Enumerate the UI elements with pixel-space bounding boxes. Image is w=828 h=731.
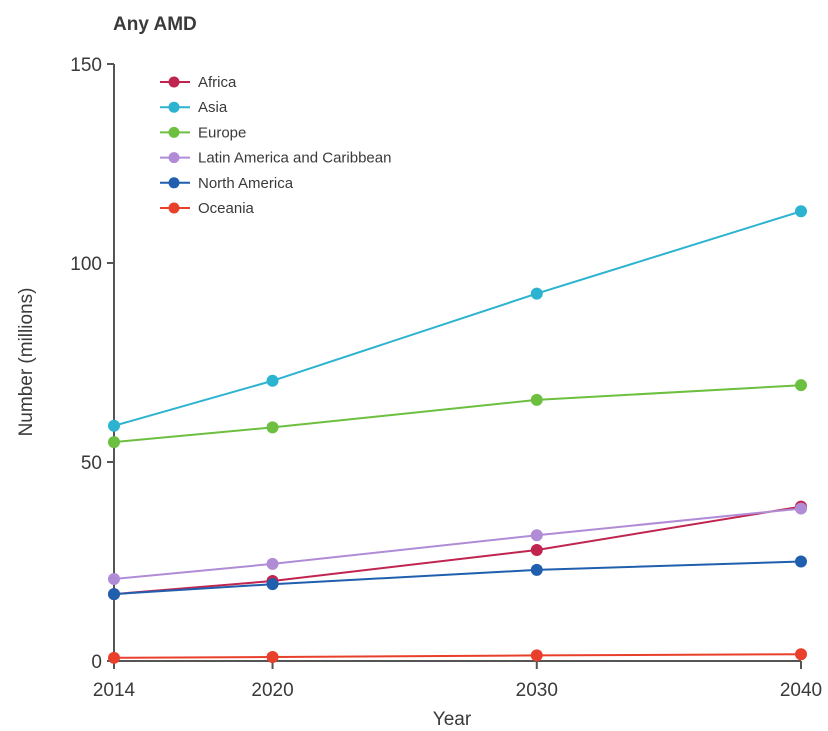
legend-swatch-marker	[168, 202, 180, 214]
data-point	[108, 588, 120, 601]
y-tick-label: 0	[91, 652, 102, 673]
data-point	[530, 393, 543, 406]
x-tick-label: 2014	[93, 680, 136, 701]
data-point	[108, 436, 120, 449]
series-north-america	[108, 555, 807, 601]
legend-label: Oceania	[198, 200, 255, 217]
y-tick-label: 100	[70, 254, 102, 275]
series-oceania	[108, 648, 807, 664]
legend-swatch-marker	[168, 101, 180, 113]
data-point	[795, 379, 807, 392]
series-line	[113, 507, 802, 580]
data-point	[108, 651, 120, 664]
series-line	[113, 505, 802, 596]
data-point	[266, 421, 279, 434]
series-latin-america-and-caribbean	[108, 502, 807, 586]
series-line	[113, 210, 802, 427]
chart-title: Any AMD	[113, 14, 197, 35]
data-point	[795, 648, 807, 661]
y-tick-label: 50	[81, 453, 102, 474]
legend-label: Asia	[198, 99, 228, 116]
data-point	[266, 578, 279, 591]
series-layer	[108, 205, 807, 664]
series-line	[113, 384, 802, 444]
x-tick-label: 2040	[780, 680, 822, 701]
legend: Africa Asia Europe Latin America and Caribb…	[160, 74, 391, 217]
legend-item: Europe	[160, 124, 246, 141]
y-ticks: 0 50 100 150	[70, 55, 114, 673]
data-point	[530, 543, 543, 556]
series-africa	[108, 500, 807, 601]
data-point	[795, 502, 807, 515]
data-point	[795, 205, 807, 218]
legend-label: Europe	[198, 124, 246, 141]
y-tick-label: 150	[70, 55, 102, 76]
data-point	[266, 374, 279, 387]
series-line	[113, 560, 802, 596]
x-axis-label: Year	[433, 709, 472, 730]
data-point	[530, 563, 543, 576]
data-point	[530, 649, 543, 662]
legend-swatch-marker	[168, 76, 180, 88]
legend-item: Latin America and Caribbean	[160, 150, 391, 167]
data-point	[530, 529, 543, 542]
legend-item: Oceania	[160, 200, 255, 217]
y-axis-label: Number (millions)	[16, 288, 37, 437]
data-point	[266, 651, 279, 664]
series-line	[113, 653, 802, 659]
legend-swatch-marker	[168, 126, 180, 138]
legend-swatch-marker	[168, 152, 180, 164]
legend-swatch-marker	[168, 177, 180, 189]
legend-label: Latin America and Caribbean	[198, 150, 391, 167]
data-point	[795, 555, 807, 568]
legend-item: Asia	[160, 99, 228, 116]
series-europe	[108, 379, 807, 449]
data-point	[530, 287, 543, 300]
data-point	[108, 419, 120, 432]
legend-label: Africa	[198, 74, 237, 91]
x-tick-label: 2030	[516, 680, 558, 701]
data-point	[266, 557, 279, 570]
x-tick-label: 2020	[251, 680, 293, 701]
x-ticks: 2014 2020 2030 2040	[93, 661, 822, 701]
series-asia	[108, 205, 807, 432]
data-point	[108, 573, 120, 586]
legend-label: North America	[198, 175, 294, 192]
legend-item: North America	[160, 175, 294, 192]
legend-item: Africa	[160, 74, 237, 91]
